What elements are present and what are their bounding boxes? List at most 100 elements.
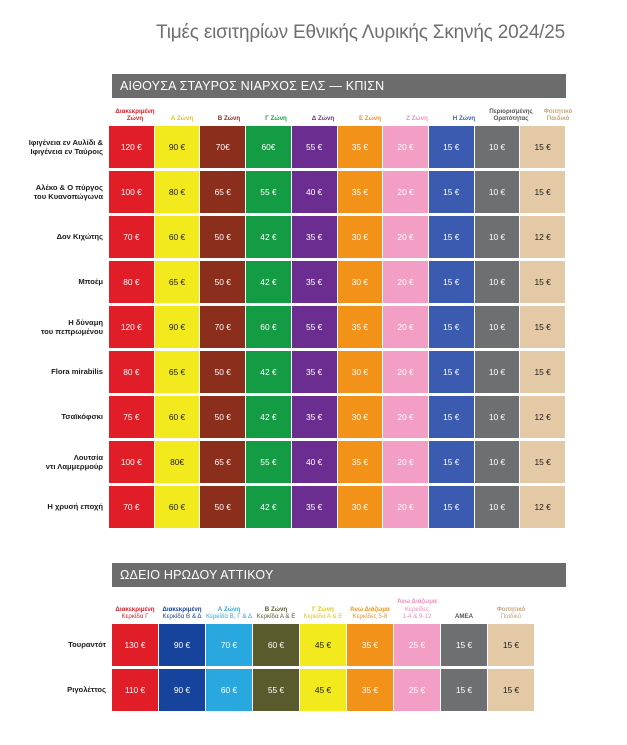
price-cell: 70€ [200, 126, 246, 168]
price-cell: 90 € [154, 126, 200, 168]
production-name-line: Flora mirabilis [51, 367, 103, 377]
production-name: Τουραντότ [0, 624, 112, 666]
price-cell: 40 € [291, 441, 337, 483]
column-header-text: Γ Ζώνη [312, 605, 334, 613]
price-cell: 10 € [474, 171, 520, 213]
column-header-text: Φοιτητικό [543, 107, 573, 115]
price-cell: 90 € [159, 669, 205, 711]
column-header: Φοιτητικό Παιδικό [535, 102, 581, 122]
column-header: Γ Ζώνη [253, 102, 299, 122]
price-cell: 42 € [246, 351, 291, 393]
section-heading-herodion: ΩΔΕΙΟ ΗΡΩΔΟΥ ΑΤΤΙΚΟΥ [112, 563, 566, 587]
price-cell: 35 € [347, 669, 393, 711]
price-cell: 50 € [200, 396, 246, 438]
price-cell: 42 € [246, 486, 291, 528]
price-cell: 15 € [441, 669, 487, 711]
column-header: Δ Ζώνη [300, 102, 346, 122]
column-header-subtext: Κερκίδα Α & Ε [303, 612, 343, 620]
price-cell: 15 € [428, 441, 474, 483]
price-cell: 120 € [109, 126, 154, 168]
production-name: Δον Κιχώτης [0, 216, 109, 258]
production-name: Ιφιγένεια εν Αυλίδι & Ιφιγένεια εν Ταύροι… [0, 126, 109, 168]
price-cell: 120 € [109, 306, 154, 348]
production-name-line: Η δύναμη [68, 317, 103, 327]
price-cell: 60 € [246, 306, 291, 348]
price-cell: 20 € [383, 351, 428, 393]
price-cell: 100 € [109, 171, 154, 213]
column-header: Β Ζώνη Κερκίδα Α & Ε [253, 594, 299, 620]
price-cell: 60 € [154, 486, 200, 528]
price-cell: 55 € [246, 171, 291, 213]
price-cell: 80 € [109, 261, 154, 303]
price-cell: 50 € [200, 216, 246, 258]
table-row: Flora mirabilis 80 €65 €50 €42 €35 €30 €2… [0, 351, 566, 393]
price-cell: 30 € [337, 396, 383, 438]
price-cell: 60 € [206, 669, 252, 711]
price-cell: 15 € [441, 624, 487, 666]
price-cell: 10 € [474, 306, 520, 348]
production-name-line: ντι Λαμμερμούρ [45, 462, 103, 471]
production-name: Η χρυσή εποχή [0, 486, 109, 528]
column-header: Ζ Ζώνη [394, 102, 440, 122]
price-cell: 130 € [112, 624, 158, 666]
price-cell: 10 € [474, 261, 520, 303]
price-cell: 15 € [520, 126, 566, 168]
column-header-text: Περιορισμένης [489, 107, 533, 115]
production-name-line: Δον Κιχώτης [56, 232, 103, 242]
price-cell: 75 € [109, 396, 154, 438]
price-cell: 15 € [428, 171, 474, 213]
column-header-text: Η Ζώνη [452, 114, 476, 122]
price-cell: 15 € [428, 351, 474, 393]
price-cell: 110 € [112, 669, 158, 711]
price-cell: 90 € [159, 624, 205, 666]
column-header-text: Ζ Ζώνη [406, 114, 428, 122]
production-name-line: Μποέμ [78, 277, 103, 287]
production-name: Τσαϊκόφσκι [0, 396, 109, 438]
price-cell: 30 € [337, 216, 383, 258]
price-cell: 40 € [291, 171, 337, 213]
column-header-text: Α Ζώνη [217, 605, 241, 613]
table-row: Αλέκο & Ο πύργος του Κυανοπώγωνα 100 €80 €… [0, 171, 566, 213]
price-cell: 35 € [291, 261, 337, 303]
column-header-row: Διακεκριμένη Ζώνη Α Ζώνη Β Ζώνη Γ Ζώνη Δ Ζώνη… [112, 102, 582, 122]
price-cell: 15 € [520, 171, 566, 213]
price-cell: 60 € [154, 216, 200, 258]
price-cell: 80 € [109, 351, 154, 393]
price-cell: 35 € [291, 216, 337, 258]
production-name-line: Τουραντότ [68, 640, 106, 650]
production-name-line: Η χρυσή εποχή [47, 502, 103, 512]
production-name: Λουτσία ντι Λαμμερμούρ [0, 441, 109, 483]
price-cell: 25 € [394, 624, 440, 666]
price-cell: 90 € [154, 306, 200, 348]
price-cell: 12 € [520, 486, 566, 528]
price-cell: 80 € [154, 171, 200, 213]
price-cell: 20 € [383, 396, 428, 438]
table-row: Η χρυσή εποχή 70 €60 €50 €42 €35 €30 €20 … [0, 486, 566, 528]
price-cell: 20 € [383, 126, 428, 168]
column-header-subtext: Κερκίδες [404, 605, 430, 613]
page-title: Τιμές εισιτηρίων Εθνικής Λυρικής Σκηνής … [156, 22, 565, 43]
price-cell: 35 € [337, 126, 383, 168]
column-header: Άνω Διάζωμα Κερκίδες 5-8 [347, 594, 393, 620]
table-row: Δον Κιχώτης 70 €60 €50 €42 €35 €30 €20 €1… [0, 216, 566, 258]
price-cell: 55 € [253, 669, 299, 711]
price-cell: 15 € [428, 306, 474, 348]
column-header-text: Διακεκριμένη [115, 107, 155, 115]
column-header-subtext: Παιδικό [500, 612, 522, 620]
table-row: Η δύναμη του πεπρωμένου 120 €90 €70 €60 €5… [0, 306, 566, 348]
column-header: Άνω Διάζωμα Κερκίδες 1-4 & 9-12 [394, 594, 440, 620]
price-cell: 70 € [109, 216, 154, 258]
column-header-text: Δ Ζώνη [311, 114, 335, 122]
price-cell: 35 € [337, 441, 383, 483]
column-header-text: Β Ζώνη [264, 605, 288, 613]
column-header-text: Άνω Διάζωμα [350, 605, 390, 613]
column-header: Η Ζώνη [441, 102, 487, 122]
price-cell: 15 € [428, 486, 474, 528]
column-header: Περιορισμένης Ορατότητας [488, 102, 534, 122]
section-heading-kpisn: ΑΙΘΟΥΣΑ ΣΤΑΥΡΟΣ ΝΙΑΡΧΟΣ ΕΛΣ — ΚΠΙΣΝ [112, 74, 566, 98]
price-cell: 30 € [337, 351, 383, 393]
column-header: Ε Ζώνη [347, 102, 393, 122]
column-header-text: Ε Ζώνη [358, 114, 382, 122]
price-cell: 15 € [428, 261, 474, 303]
column-header-text: Φοιτητικό [496, 605, 526, 613]
